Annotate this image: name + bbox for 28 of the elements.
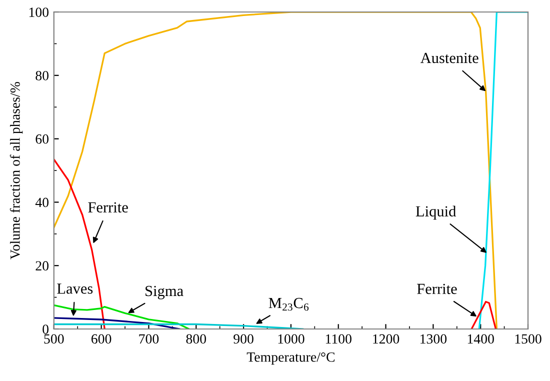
y-tick-label: 60 [36, 134, 49, 144]
x-tick-label: 900 [234, 334, 254, 344]
annotation: Sigma [146, 286, 184, 300]
annotation: Ferrite [417, 284, 457, 294]
x-tick-label: 1100 [326, 334, 352, 344]
annotation: Liquid [416, 206, 456, 220]
x-tick-label: 700 [139, 334, 159, 344]
x-tick-label: 1300 [420, 334, 447, 344]
x-tick-label: 600 [91, 334, 112, 344]
x-tick-label: 800 [186, 334, 206, 344]
x-tick-label: 1000 [278, 334, 304, 344]
annotation: M$_{23}$C$_{6}$ [268, 298, 309, 311]
x-tick-label: 1200 [373, 334, 400, 344]
x-tick-label: 500 [44, 334, 64, 344]
x-tick-label: 1500 [515, 334, 542, 344]
y-tick-label: 80 [36, 70, 49, 80]
x-axis-title: Temperature/°C [246, 352, 335, 365]
y-tick-label: 100 [29, 8, 49, 17]
y-axis-title: Volume fraction of all phases/% [10, 82, 23, 260]
y-tick-label: 0 [42, 324, 49, 334]
y-tick-label: 20 [36, 261, 49, 271]
annotation: Laves [57, 284, 93, 294]
x-tick-label: 1400 [468, 334, 494, 344]
y-tick-label: 40 [35, 198, 49, 208]
annotation: Austenite [420, 52, 478, 64]
annotation: Ferrite [88, 202, 128, 213]
line-series [54, 317, 180, 329]
line-series [54, 304, 190, 329]
